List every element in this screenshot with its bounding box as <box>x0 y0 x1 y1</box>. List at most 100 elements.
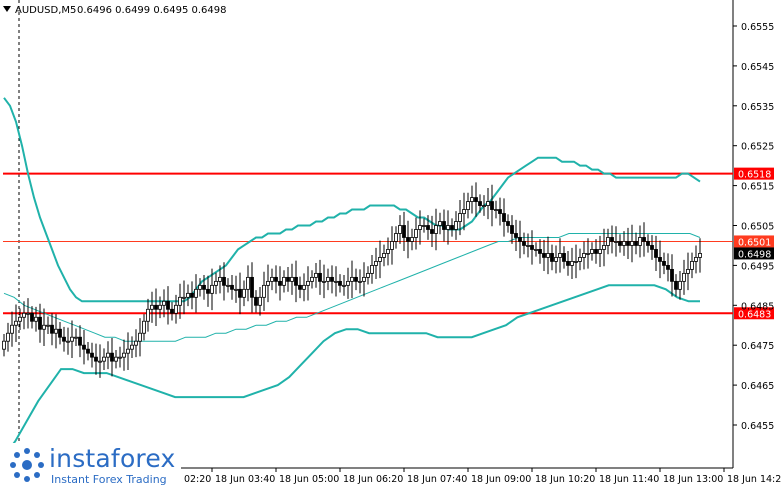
candle <box>566 251 570 276</box>
candle-body <box>254 296 258 306</box>
time-tick-label: 18 Jun 10:20 <box>535 474 595 485</box>
candle <box>250 262 254 313</box>
candle <box>362 262 366 297</box>
candle-body <box>94 356 98 362</box>
ohlc-readout: 0.6496 0.6499 0.6495 0.6498 <box>77 5 227 16</box>
candle <box>242 280 246 307</box>
level-price-label: 0.6518 <box>738 170 771 181</box>
candle <box>182 280 186 315</box>
candle-body <box>566 261 570 266</box>
time-tick-label: 18 Jun 05:00 <box>279 474 339 485</box>
candle-body <box>18 316 22 322</box>
time-tick-label: 18 Jun 11:40 <box>599 474 659 485</box>
candle <box>86 342 90 361</box>
candle-body <box>394 233 398 242</box>
candle <box>430 215 434 248</box>
candle-body <box>134 340 138 346</box>
candle-body <box>86 348 90 354</box>
candle-body <box>658 257 662 262</box>
candle-body <box>46 324 50 327</box>
time-tick-label: 18 Jun 07:40 <box>407 474 467 485</box>
candle-body <box>598 249 602 254</box>
candle <box>650 235 654 260</box>
candle <box>138 318 142 357</box>
candle <box>442 209 446 242</box>
candle-body <box>14 320 18 326</box>
candle-body <box>510 225 514 234</box>
candle-body <box>458 213 462 222</box>
candle-body <box>514 233 518 238</box>
brand-tagline: Instant Forex Trading <box>51 473 167 486</box>
level-price-tag <box>734 235 774 248</box>
candle <box>454 211 458 240</box>
candle <box>482 195 486 216</box>
chart-title: AUDUSD,M5 <box>15 5 76 16</box>
candle-body <box>310 276 314 282</box>
candle <box>682 259 686 295</box>
candle <box>2 334 6 357</box>
candle-body <box>634 241 638 246</box>
candle-body <box>586 253 590 255</box>
candle <box>70 320 74 358</box>
candle-body <box>614 241 618 243</box>
candle <box>146 298 150 332</box>
candle-body <box>178 296 182 306</box>
candle <box>246 265 250 302</box>
candle <box>562 246 566 269</box>
candle <box>322 264 326 299</box>
candle-body <box>410 237 414 242</box>
candle-body <box>506 221 510 226</box>
candle-body <box>378 257 382 262</box>
candle <box>134 329 138 358</box>
candle <box>10 311 14 347</box>
candle <box>234 275 238 303</box>
candle-body <box>42 324 46 330</box>
price-axis: 0.6555 0.6545 0.6535 0.6525 0.6515 0.6505 0.64… <box>733 22 774 432</box>
candle <box>166 286 170 325</box>
candle-body <box>250 276 254 298</box>
candle <box>574 244 578 279</box>
candle <box>494 200 498 219</box>
level-price-tag <box>734 167 774 180</box>
candle-body <box>494 209 498 211</box>
candle-body <box>482 205 486 207</box>
candle-body <box>34 316 38 322</box>
candle-body <box>466 201 470 210</box>
band-lower-line <box>3 284 700 458</box>
price-tick-label: 0.6515 <box>741 182 774 193</box>
candle-body <box>62 336 66 342</box>
candle-body <box>502 213 506 222</box>
symbol-dropdown-icon[interactable] <box>3 6 11 12</box>
candle <box>90 342 94 368</box>
candle-body <box>446 225 450 230</box>
candle <box>510 215 514 244</box>
candle-body <box>98 360 102 363</box>
candle <box>62 326 66 352</box>
candle <box>370 255 374 284</box>
candle <box>490 184 494 227</box>
price-tick-label: 0.6495 <box>741 261 774 272</box>
candle <box>554 245 558 274</box>
candle <box>58 322 62 345</box>
candle <box>50 313 54 346</box>
candle-body <box>594 249 598 254</box>
candles <box>2 182 702 378</box>
candle <box>226 278 230 293</box>
candle-body <box>214 280 218 286</box>
candle <box>74 328 78 346</box>
candle-body <box>202 284 206 290</box>
level-price-label: 0.6501 <box>738 237 771 248</box>
candle-body <box>258 296 262 306</box>
candle <box>570 247 574 279</box>
candle <box>18 308 22 331</box>
candle <box>550 244 554 271</box>
price-tick-label: 0.6555 <box>741 22 774 33</box>
candle <box>366 266 370 285</box>
candle-body <box>334 280 338 283</box>
candle <box>274 265 278 294</box>
candle-body <box>558 253 562 258</box>
candle <box>678 270 682 300</box>
candle <box>498 197 502 226</box>
candle-body <box>610 237 614 242</box>
